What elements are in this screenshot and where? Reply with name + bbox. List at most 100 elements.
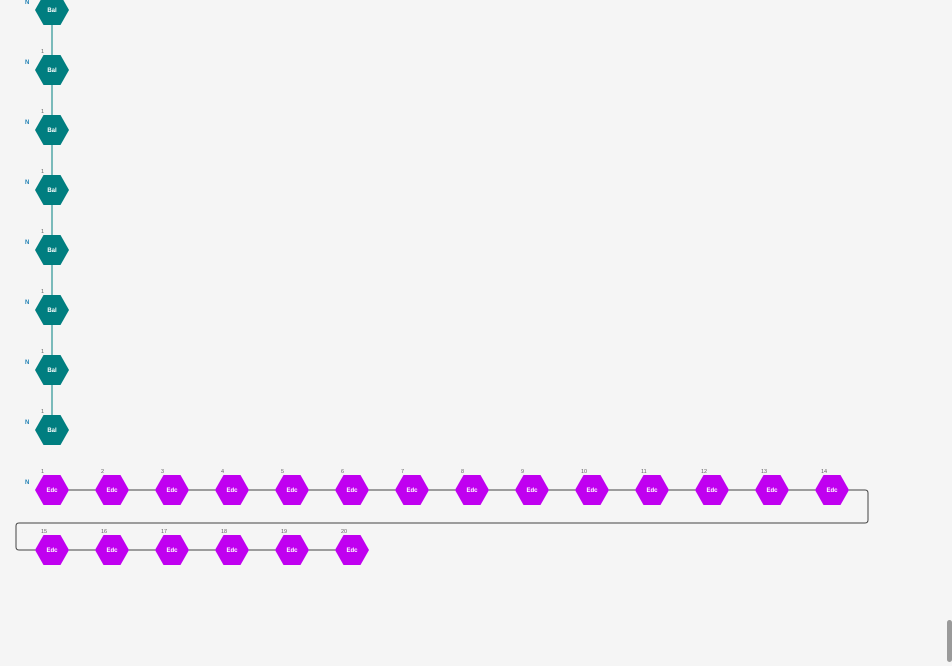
residue-label: Edc: [46, 548, 58, 554]
residue-index: 1: [41, 169, 44, 175]
residue-hexagon: [215, 475, 249, 505]
residue-hexagon: [395, 475, 429, 505]
residue-label: Edc: [346, 488, 358, 494]
residue-node: Bal 1: [35, 49, 69, 85]
residue-hexagon: [35, 415, 69, 445]
residue-index: 1: [41, 109, 44, 115]
residue-index: 3: [161, 469, 164, 475]
residue-label: Edc: [226, 548, 238, 554]
residue-index: 6: [341, 469, 344, 475]
node-layer: BalNBal1NBal1NBal1NBal1NBal1NBal1NBal1NE…: [25, 0, 849, 565]
residue-label: Edc: [766, 488, 778, 494]
residue-hexagon: [455, 475, 489, 505]
residue-label: Edc: [346, 548, 358, 554]
residue-hexagon: [335, 535, 369, 565]
residue-index: 19: [281, 529, 287, 535]
residue-index: 2: [101, 469, 104, 475]
residue-hexagon: [695, 475, 729, 505]
residue-label: Edc: [826, 488, 838, 494]
residue-hexagon: [155, 475, 189, 505]
n-terminus-label: N: [25, 480, 29, 486]
residue-index: 1: [41, 229, 44, 235]
n-terminus-label: N: [25, 300, 29, 306]
residue-node: Edc 11: [635, 469, 669, 505]
residue-node: Edc 12: [695, 469, 729, 505]
residue-node: Bal 1: [35, 289, 69, 325]
residue-index: 8: [461, 469, 464, 475]
residue-label: Bal: [47, 188, 57, 194]
residue-node: Bal 1: [35, 109, 69, 145]
residue-index: 18: [221, 529, 227, 535]
residue-index: 7: [401, 469, 404, 475]
residue-hexagon: [155, 535, 189, 565]
residue-hexagon: [95, 475, 129, 505]
residue-label: Edc: [106, 548, 118, 554]
residue-node: Edc 4: [215, 469, 249, 505]
residue-node: Edc 19: [275, 529, 309, 565]
residue-label: Bal: [47, 8, 57, 14]
residue-node: Bal 1: [35, 169, 69, 205]
residue-node: Edc 6: [335, 469, 369, 505]
residue-node: Edc 14: [815, 469, 849, 505]
residue-hexagon: [515, 475, 549, 505]
residue-hexagon: [35, 175, 69, 205]
residue-label: Bal: [47, 368, 57, 374]
residue-node: Edc 2: [95, 469, 129, 505]
residue-node: Edc 18: [215, 529, 249, 565]
scrollbar-handle[interactable]: [947, 620, 952, 662]
residue-index: 1: [41, 469, 44, 475]
residue-index: 15: [41, 529, 47, 535]
residue-index: 4: [221, 469, 224, 475]
residue-index: 5: [281, 469, 284, 475]
residue-hexagon: [575, 475, 609, 505]
residue-index: 10: [581, 469, 587, 475]
residue-hexagon: [35, 475, 69, 505]
residue-index: 12: [701, 469, 707, 475]
residue-hexagon: [95, 535, 129, 565]
residue-index: 11: [641, 469, 647, 475]
residue-label: Bal: [47, 68, 57, 74]
residue-node: Edc 3: [155, 469, 189, 505]
residue-hexagon: [815, 475, 849, 505]
n-terminus-label: N: [25, 180, 29, 186]
residue-label: Edc: [706, 488, 718, 494]
residue-label: Edc: [226, 488, 238, 494]
residue-node: Edc 15: [35, 529, 69, 565]
residue-label: Edc: [286, 548, 298, 554]
residue-index: 17: [161, 529, 167, 535]
residue-node: Bal 1: [35, 229, 69, 265]
residue-index: 14: [821, 469, 827, 475]
residue-index: 1: [41, 409, 44, 415]
residue-node: Edc 16: [95, 529, 129, 565]
residue-node: Edc 17: [155, 529, 189, 565]
residue-node: Edc 7: [395, 469, 429, 505]
residue-label: Bal: [47, 248, 57, 254]
residue-label: Edc: [286, 488, 298, 494]
residue-hexagon: [755, 475, 789, 505]
n-terminus-label: N: [25, 240, 29, 246]
residue-label: Edc: [106, 488, 118, 494]
residue-hexagon: [35, 55, 69, 85]
residue-hexagon: [275, 535, 309, 565]
n-terminus-label: N: [25, 60, 29, 66]
residue-index: 1: [41, 49, 44, 55]
residue-node: Edc 1: [35, 469, 69, 505]
residue-hexagon: [275, 475, 309, 505]
residue-hexagon: [35, 235, 69, 265]
residue-node: Edc 10: [575, 469, 609, 505]
n-terminus-label: N: [25, 420, 29, 426]
residue-hexagon: [35, 355, 69, 385]
residue-label: Edc: [646, 488, 658, 494]
link-layer: [15, 10, 869, 551]
n-terminus-label: N: [25, 360, 29, 366]
residue-node: Bal 1: [35, 349, 69, 385]
residue-hexagon: [35, 0, 69, 25]
residue-node: Bal: [35, 0, 69, 25]
residue-label: Bal: [47, 308, 57, 314]
residue-hexagon: [215, 535, 249, 565]
residue-node: Edc 5: [275, 469, 309, 505]
residue-label: Edc: [466, 488, 478, 494]
residue-index: 1: [41, 349, 44, 355]
residue-hexagon: [635, 475, 669, 505]
